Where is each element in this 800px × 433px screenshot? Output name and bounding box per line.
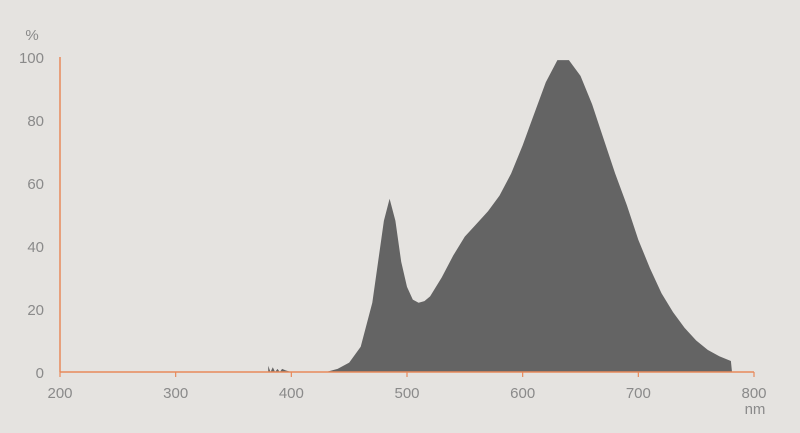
spectrum-area — [268, 60, 733, 372]
x-tick-label: 800 — [741, 385, 766, 402]
y-tick-label: 0 — [36, 365, 44, 382]
x-tick-label: 200 — [47, 385, 72, 402]
y-tick-label: 60 — [27, 176, 44, 193]
y-axis-label: % — [25, 27, 38, 44]
x-axis-label: nm — [745, 401, 766, 418]
x-tick-label: 300 — [163, 385, 188, 402]
x-tick-label: 600 — [510, 385, 535, 402]
x-tick-label: 400 — [279, 385, 304, 402]
y-tick-label: 100 — [19, 50, 44, 67]
y-tick-label: 40 — [27, 239, 44, 256]
y-tick-label: 20 — [27, 302, 44, 319]
x-tick-label: 500 — [394, 385, 419, 402]
y-tick-label: 80 — [27, 113, 44, 130]
x-tick-label: 700 — [626, 385, 651, 402]
